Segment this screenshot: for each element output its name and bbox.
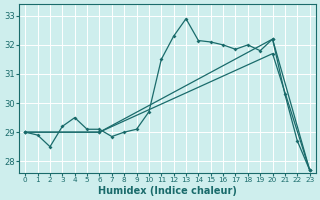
- X-axis label: Humidex (Indice chaleur): Humidex (Indice chaleur): [98, 186, 237, 196]
